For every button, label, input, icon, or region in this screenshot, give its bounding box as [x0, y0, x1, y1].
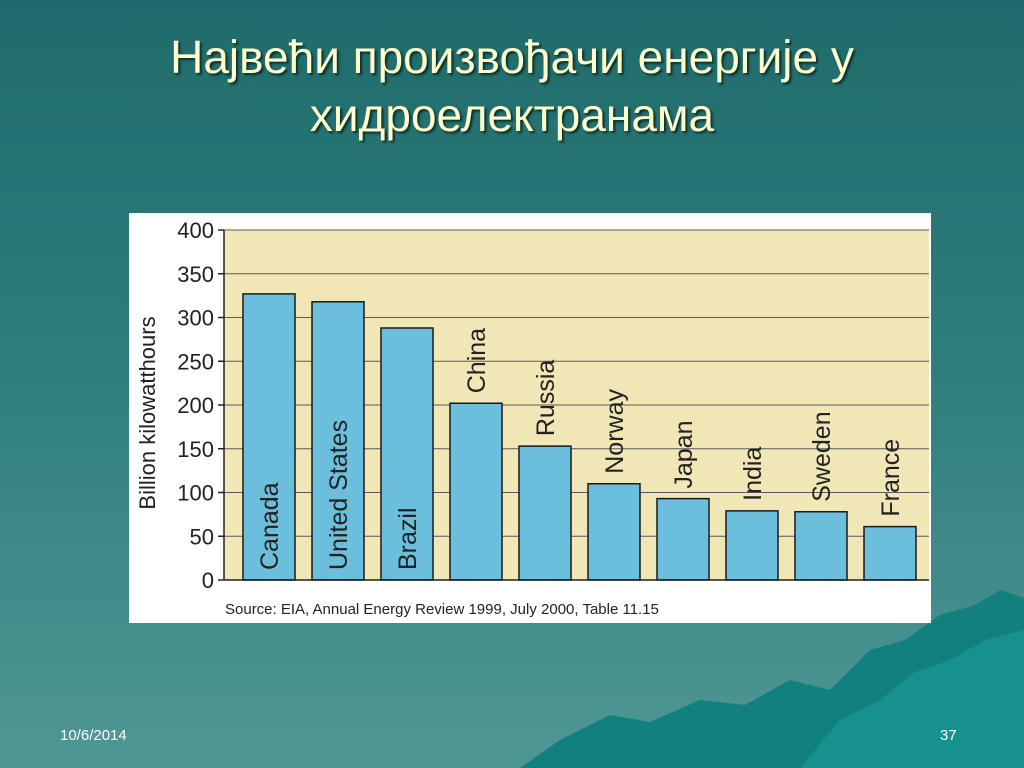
axis-layer: 0 50 100 150 200 250 300 350 400 [177, 218, 929, 593]
bar-label: India [739, 447, 767, 501]
y-tick-label: 400 [177, 218, 214, 243]
y-tick-label: 0 [202, 568, 214, 593]
bar-label: Canada [256, 482, 284, 570]
bar-russia [518, 445, 572, 581]
bar-label: Norway [601, 389, 629, 474]
bar-label: Russia [532, 360, 560, 437]
chart-panel: Canada United States Brazil China Russia Norw… [129, 213, 931, 623]
bar-france [863, 525, 917, 581]
bar-japan [656, 497, 710, 581]
page-number: 37 [940, 727, 957, 744]
bar-label: China [463, 328, 491, 393]
y-tick-label: 250 [177, 349, 214, 374]
y-tick-label: 100 [177, 481, 214, 506]
bar-india [725, 510, 779, 581]
y-tick-label: 350 [177, 262, 214, 287]
title-line-2: хидроелектранама [309, 89, 715, 141]
bar-layer: Canada United States Brazil China Russia Norw… [242, 293, 917, 581]
y-tick-label: 300 [177, 306, 214, 331]
y-tick-label: 200 [177, 393, 214, 418]
bar-label: Japan [670, 421, 698, 489]
bar-label: France [877, 439, 905, 517]
bar-canada [242, 293, 296, 581]
bar-chart: Canada United States Brazil China Russia Norw… [135, 218, 929, 593]
bar-label: United States [325, 420, 353, 570]
bar-china [449, 402, 503, 581]
footer-date: 10/6/2014 [60, 727, 127, 744]
bar-label: Sweden [808, 411, 836, 501]
slide-title: Највећи произвођачи енергије у хидроелек… [0, 28, 1024, 144]
title-line-1: Највећи произвођачи енергије у [170, 31, 854, 83]
bar-sweden [794, 511, 848, 581]
source-note: Source: EIA, Annual Energy Review 1999, … [225, 601, 659, 618]
bar-label: Brazil [394, 507, 422, 570]
y-axis-label: Billion kilowatthours [135, 316, 160, 509]
bar-norway [587, 483, 641, 581]
bar-brazil [380, 327, 434, 581]
y-tick-label: 150 [177, 437, 214, 462]
y-tick-label: 50 [190, 524, 214, 549]
